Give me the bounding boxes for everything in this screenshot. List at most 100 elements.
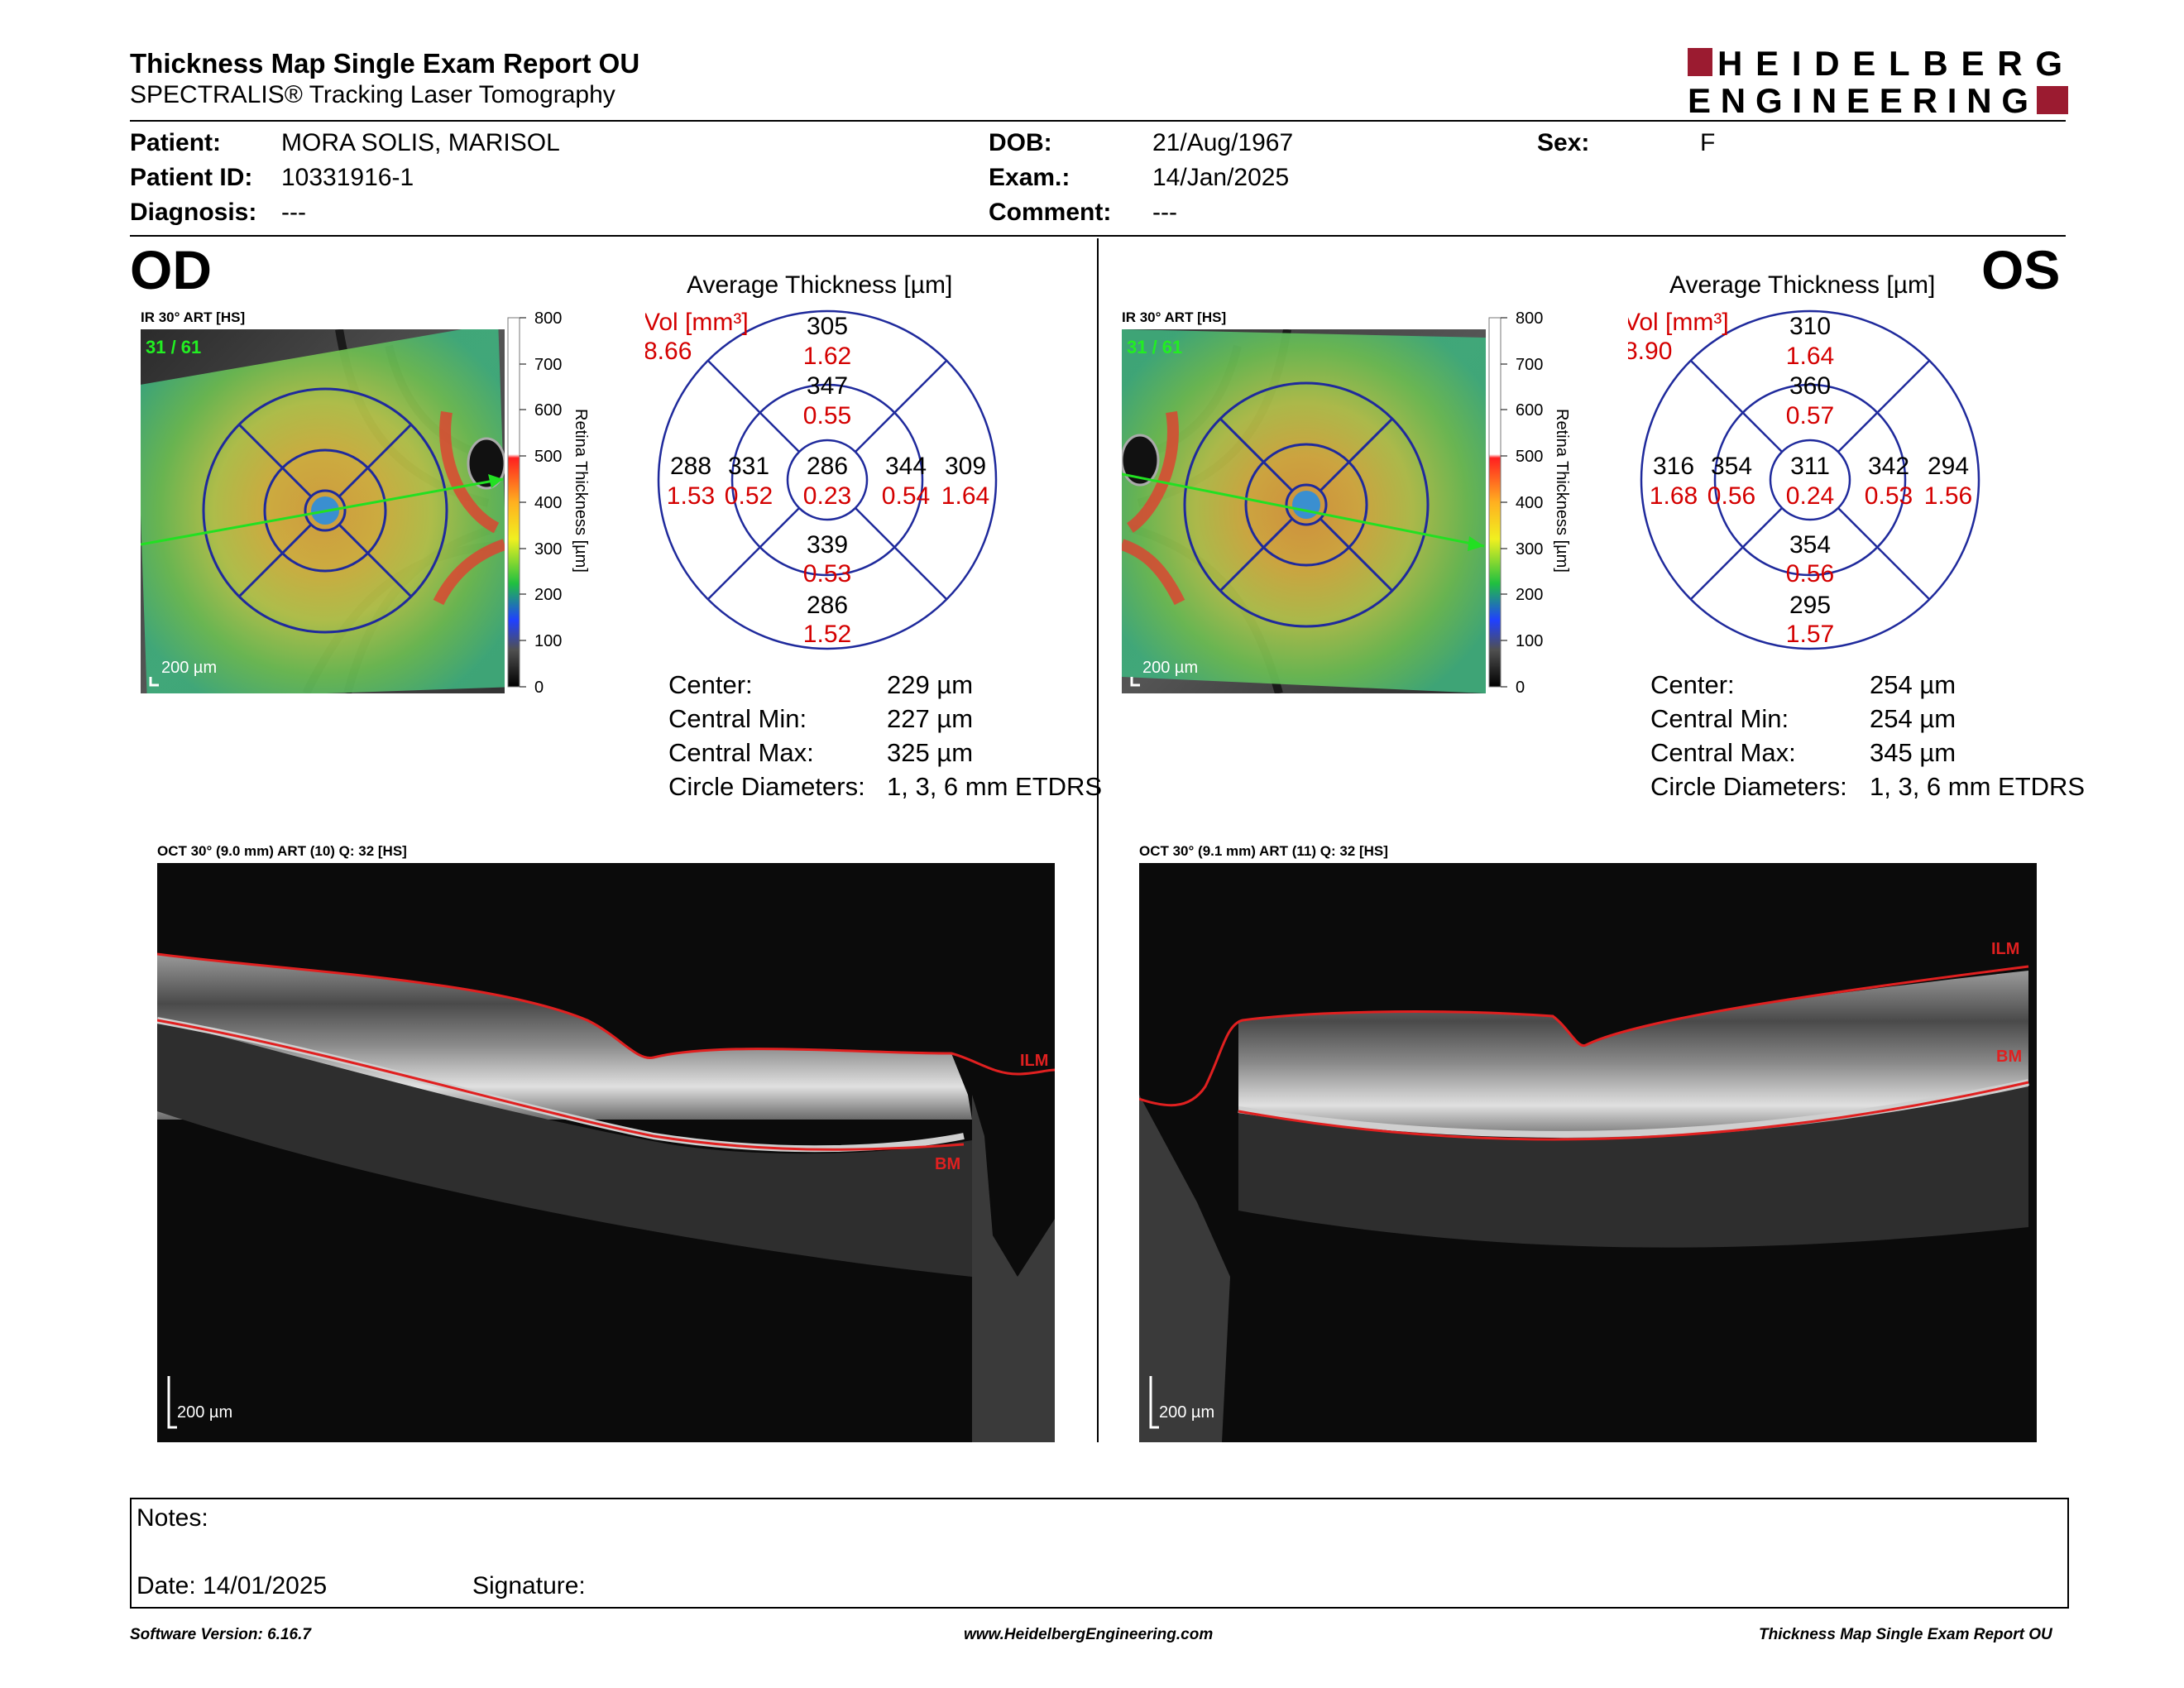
svg-text:360: 360: [1789, 372, 1831, 400]
svg-text:1.62: 1.62: [803, 343, 851, 370]
od-avg-title: Average Thickness [µm]: [687, 271, 953, 299]
svg-text:0.24: 0.24: [1786, 482, 1834, 510]
od-ir-caption: IR 30° ART [HS]: [141, 309, 246, 325]
sex-value: F: [1700, 129, 1716, 156]
heidelberg-logo: HEIDELBERG ENGINEERING: [1688, 46, 2068, 116]
od-thickness-map: 31 / 61 200 µm: [141, 329, 505, 693]
exam-label: Exam.:: [989, 164, 1070, 191]
svg-text:200: 200: [1516, 586, 1543, 604]
patient-id-label: Patient ID:: [130, 164, 253, 191]
svg-text:342: 342: [1868, 453, 1909, 480]
svg-text:305: 305: [807, 313, 848, 340]
svg-text:0.56: 0.56: [1786, 560, 1834, 587]
od-diam-label: Circle Diameters:: [668, 772, 865, 801]
od-oct-scan: ILM BM 200 µm: [157, 863, 1055, 1442]
os-min-value: 254 µm: [1870, 704, 1956, 733]
patient-divider: [130, 235, 2066, 237]
software-version: Software Version: 6.16.7: [130, 1626, 311, 1643]
svg-text:0: 0: [534, 679, 544, 697]
date-label: Date: 14/01/2025: [136, 1572, 328, 1599]
svg-text:ENGINEERING: ENGINEERING: [1688, 81, 2031, 116]
os-oct-scan: ILM BM 200 µm: [1139, 863, 2037, 1442]
os-avg-title: Average Thickness [µm]: [1669, 271, 1936, 299]
od-center-value: 229 µm: [887, 670, 974, 699]
od-oct-caption: OCT 30° (9.0 mm) ART (10) Q: 32 [HS]: [157, 843, 407, 859]
svg-text:BM: BM: [1996, 1048, 2022, 1066]
svg-text:1.64: 1.64: [941, 482, 989, 510]
svg-text:288: 288: [670, 453, 711, 480]
svg-text:ILM: ILM: [1020, 1052, 1048, 1070]
svg-text:31 / 61: 31 / 61: [146, 337, 201, 357]
svg-text:200 µm: 200 µm: [1142, 659, 1198, 677]
svg-text:Vol [mm³]: Vol [mm³]: [645, 309, 749, 336]
svg-text:309: 309: [945, 453, 986, 480]
svg-text:200 µm: 200 µm: [161, 659, 217, 677]
svg-text:1.64: 1.64: [1786, 343, 1834, 370]
svg-text:1.68: 1.68: [1650, 482, 1698, 510]
comment-value: ---: [1152, 199, 1177, 226]
svg-text:400: 400: [534, 494, 562, 512]
signature-label: Signature:: [472, 1572, 586, 1599]
svg-text:295: 295: [1789, 592, 1831, 619]
header-divider: [130, 120, 2066, 122]
notes-box: Notes: Date: 14/01/2025 Signature:: [130, 1498, 2069, 1609]
svg-text:8.66: 8.66: [645, 338, 692, 365]
od-min-value: 227 µm: [887, 704, 974, 733]
os-colorbar: 800 700 600 500 400 300 200 100 0 Retina…: [1488, 309, 1571, 697]
os-diam-value: 1, 3, 6 mm ETDRS: [1870, 772, 2086, 801]
svg-text:800: 800: [534, 309, 562, 328]
svg-text:310: 310: [1789, 313, 1831, 340]
os-min-label: Central Min:: [1650, 704, 1789, 733]
svg-text:0.54: 0.54: [882, 482, 930, 510]
os-diam-label: Circle Diameters:: [1650, 772, 1847, 801]
eye-divider: [1097, 238, 1099, 1442]
dob-value: 21/Aug/1967: [1152, 129, 1294, 156]
svg-text:800: 800: [1516, 309, 1543, 328]
diagnosis-value: ---: [281, 199, 306, 226]
svg-text:700: 700: [534, 356, 562, 374]
svg-text:500: 500: [1516, 448, 1543, 466]
svg-text:8.90: 8.90: [1628, 338, 1672, 365]
svg-text:347: 347: [807, 372, 848, 400]
dob-label: DOB:: [989, 129, 1052, 156]
patient-label: Patient:: [130, 129, 222, 156]
notes-label: Notes:: [136, 1504, 208, 1532]
svg-text:286: 286: [807, 453, 848, 480]
os-label: OS: [1981, 239, 2061, 300]
svg-text:0.52: 0.52: [725, 482, 773, 510]
svg-text:354: 354: [1711, 453, 1752, 480]
svg-text:300: 300: [534, 540, 562, 559]
svg-text:Vol [mm³]: Vol [mm³]: [1628, 309, 1729, 336]
svg-text:1.57: 1.57: [1786, 621, 1834, 648]
sex-label: Sex:: [1537, 129, 1590, 156]
svg-text:600: 600: [1516, 401, 1543, 420]
svg-text:200: 200: [534, 586, 562, 604]
os-oct-caption: OCT 30° (9.1 mm) ART (11) Q: 32 [HS]: [1139, 843, 1388, 859]
od-diam-value: 1, 3, 6 mm ETDRS: [887, 772, 1103, 801]
svg-text:700: 700: [1516, 356, 1543, 374]
svg-text:1.52: 1.52: [803, 621, 851, 648]
svg-text:311: 311: [1790, 453, 1830, 480]
svg-text:0.53: 0.53: [803, 560, 851, 587]
website-link[interactable]: www.HeidelbergEngineering.com: [964, 1626, 1214, 1643]
svg-text:0.53: 0.53: [1865, 482, 1913, 510]
svg-text:ILM: ILM: [1991, 940, 2019, 958]
od-max-value: 325 µm: [887, 738, 974, 767]
svg-text:0.55: 0.55: [803, 402, 851, 429]
svg-text:0.56: 0.56: [1707, 482, 1755, 510]
svg-text:300: 300: [1516, 540, 1543, 559]
exam-value: 14/Jan/2025: [1152, 164, 1290, 191]
report-subtitle: SPECTRALIS® Tracking Laser Tomography: [130, 81, 615, 108]
svg-text:200 µm: 200 µm: [177, 1403, 232, 1422]
od-min-label: Central Min:: [668, 704, 807, 733]
svg-text:354: 354: [1789, 531, 1831, 559]
svg-text:339: 339: [807, 531, 848, 559]
footer-report-name: Thickness Map Single Exam Report OU: [1759, 1626, 2052, 1643]
report-title: Thickness Map Single Exam Report OU: [130, 48, 640, 79]
os-center-label: Center:: [1650, 670, 1735, 699]
svg-text:100: 100: [534, 632, 562, 650]
svg-text:100: 100: [1516, 632, 1543, 650]
svg-text:600: 600: [534, 401, 562, 420]
svg-text:Retina Thickness [µm]: Retina Thickness [µm]: [572, 409, 590, 573]
os-max-value: 345 µm: [1870, 738, 1956, 767]
